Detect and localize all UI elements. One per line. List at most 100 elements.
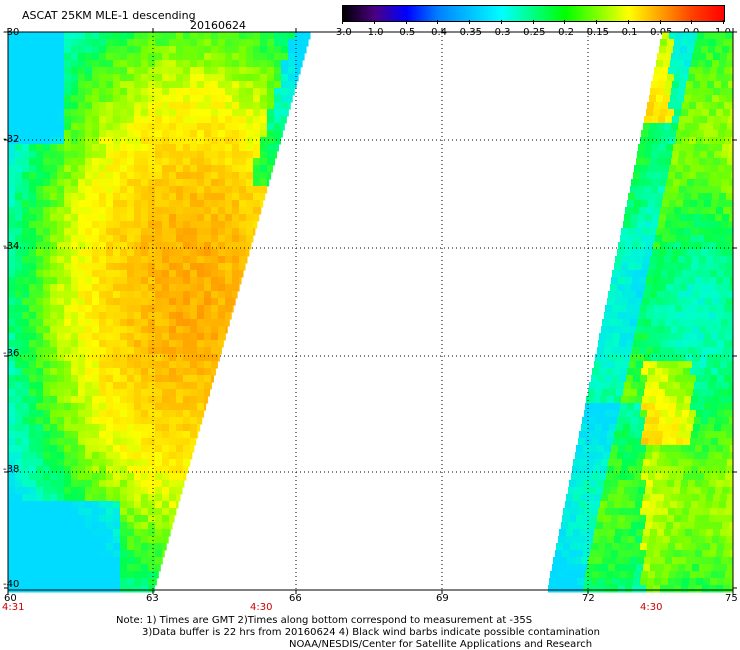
wind-cell [225,67,233,75]
wind-cell [713,564,721,572]
wind-cell [141,39,149,47]
wind-cell [295,46,303,54]
wind-cell [676,571,684,579]
wind-cell [566,564,574,572]
wind-cell [190,172,198,180]
wind-cell [559,529,567,537]
wind-cell [725,571,733,579]
wind-cell [183,431,191,439]
wind-cell [615,564,623,572]
wind-cell [555,550,563,558]
wind-cell [707,221,715,229]
wind-cell [676,473,684,481]
wind-cell [120,74,128,82]
wind-cell [43,501,51,509]
wind-cell [106,88,114,96]
wind-cell [653,277,661,285]
wind-cell [239,165,247,173]
wind-cell [701,249,709,257]
wind-cell [71,361,79,369]
wind-cell [683,165,691,173]
wind-cell [634,438,642,446]
wind-cell [64,403,72,411]
wind-cell [141,137,149,145]
wind-cell [176,249,184,257]
wind-cell [696,137,704,145]
wind-cell [729,214,734,222]
wind-cell [8,165,16,173]
wind-cell [729,417,734,425]
wind-cell [78,459,86,467]
lon-label: 66 [289,593,302,604]
wind-cell [141,179,149,187]
wind-cell [681,312,689,320]
wind-cell [681,39,689,47]
wind-cell [71,221,79,229]
wind-cell [85,466,93,474]
wind-cell [204,284,212,292]
wind-cell [8,151,16,159]
wind-cell [600,536,608,544]
wind-cell [618,312,626,320]
wind-cell [726,466,734,474]
lat-label: -38 [3,464,20,475]
wind-cell [647,305,655,313]
wind-cell [663,501,671,509]
wind-cell [656,193,664,201]
wind-cell [106,333,114,341]
wind-cell [127,550,135,558]
wind-cell [721,221,729,229]
wind-cell [653,109,661,117]
wind-cell [260,60,268,68]
wind-cell [8,543,16,551]
wind-cell [204,221,212,229]
wind-cell [687,179,695,187]
wind-cell [665,354,673,362]
wind-cell [141,438,149,446]
wind-cell [71,550,79,558]
wind-cell [148,466,156,474]
wind-cell [127,445,135,453]
wind-cell [722,284,730,292]
wind-cell [120,522,128,530]
wind-cell [197,193,205,201]
wind-cell [600,501,608,509]
wind-cell [710,67,718,75]
wind-cell [260,186,268,194]
wind-cell [85,158,93,166]
wind-cell [703,375,711,383]
wind-cell [660,39,668,47]
wind-cell [598,410,606,418]
wind-cell [267,158,275,166]
wind-cell [169,417,177,425]
wind-cell [197,109,205,117]
wind-cell [8,109,16,117]
wind-cell [15,158,23,166]
wind-cell [692,291,700,299]
wind-cell [85,403,93,411]
wind-cell [120,508,128,516]
wind-cell [169,410,177,418]
wind-cell [120,32,128,40]
wind-cell [669,235,677,243]
wind-cell [78,214,86,222]
wind-cell [22,193,30,201]
wind-cell [50,389,58,397]
wind-cell [597,480,605,488]
wind-cell [141,263,149,271]
wind-cell [618,277,626,285]
wind-cell [22,158,30,166]
wind-cell [246,228,254,236]
wind-cell [29,151,37,159]
wind-cell [211,193,219,201]
wind-cell [719,193,727,201]
wind-cell [22,522,30,530]
wind-cell [162,88,170,96]
wind-cell [148,396,156,404]
wind-cell [71,396,79,404]
wind-cell [141,60,149,68]
wind-cell [571,473,579,481]
wind-cell [632,480,640,488]
wind-cell [141,235,149,243]
wind-cell [120,130,128,138]
